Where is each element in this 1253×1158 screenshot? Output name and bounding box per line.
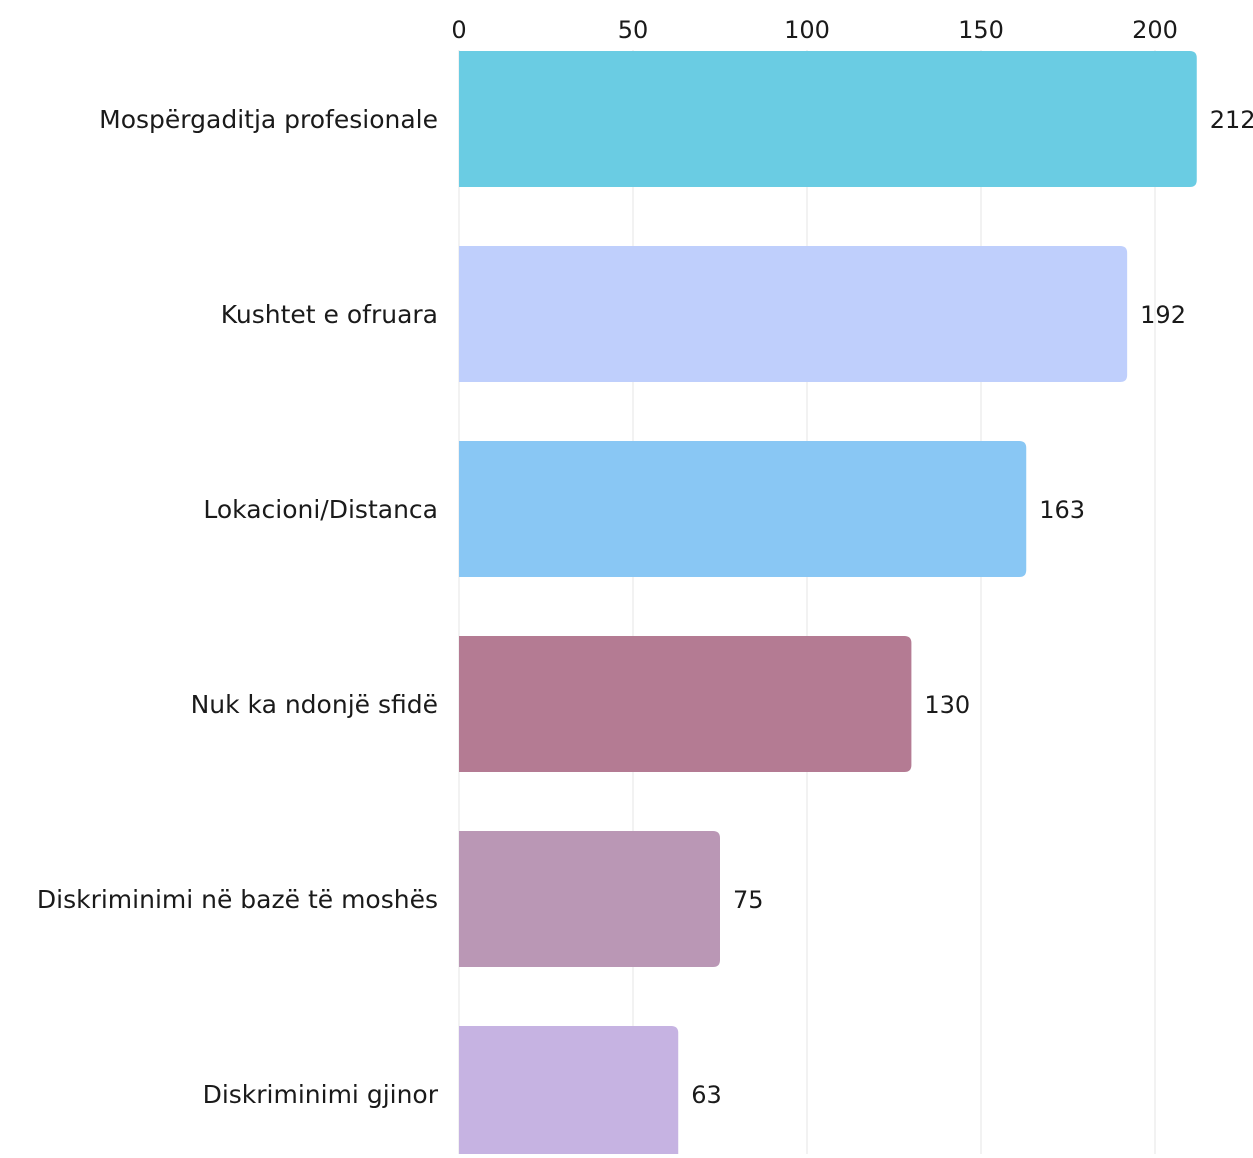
x-tick-label: 50 <box>618 16 649 44</box>
category-label: Lokacioni/Distanca <box>203 495 438 524</box>
category-label: Diskriminimi në bazë të moshës <box>37 885 438 914</box>
category-label: Nuk ka ndonjë sfidë <box>191 690 438 719</box>
bars-layer <box>459 51 1197 1158</box>
bar <box>459 1026 679 1158</box>
bar <box>459 636 912 772</box>
bar <box>459 441 1027 577</box>
data-label: 63 <box>691 1081 722 1109</box>
data-label: 163 <box>1039 496 1085 524</box>
data-label: 130 <box>924 691 970 719</box>
value-labels-layer: 212 192 163 130 75 63 <box>691 106 1253 1109</box>
x-tick-label: 100 <box>784 16 830 44</box>
bar <box>459 246 1128 382</box>
bar <box>459 51 1197 187</box>
x-tick-label: 0 <box>451 16 466 44</box>
data-label: 192 <box>1140 301 1186 329</box>
x-tick-label: 150 <box>958 16 1004 44</box>
category-label: Mospërgaditja profesionale <box>99 105 438 134</box>
x-tick-label: 200 <box>1132 16 1178 44</box>
category-label: Diskriminimi gjinor <box>203 1080 439 1109</box>
category-label: Kushtet e ofruara <box>221 300 438 329</box>
y-axis: Mospërgaditja profesionale Kushtet e ofru… <box>37 105 439 1109</box>
x-axis: 0 50 100 150 200 <box>451 16 1178 44</box>
bar <box>459 831 720 967</box>
data-label: 75 <box>733 886 764 914</box>
grid-layer <box>458 50 1156 1154</box>
data-label: 212 <box>1210 106 1253 134</box>
